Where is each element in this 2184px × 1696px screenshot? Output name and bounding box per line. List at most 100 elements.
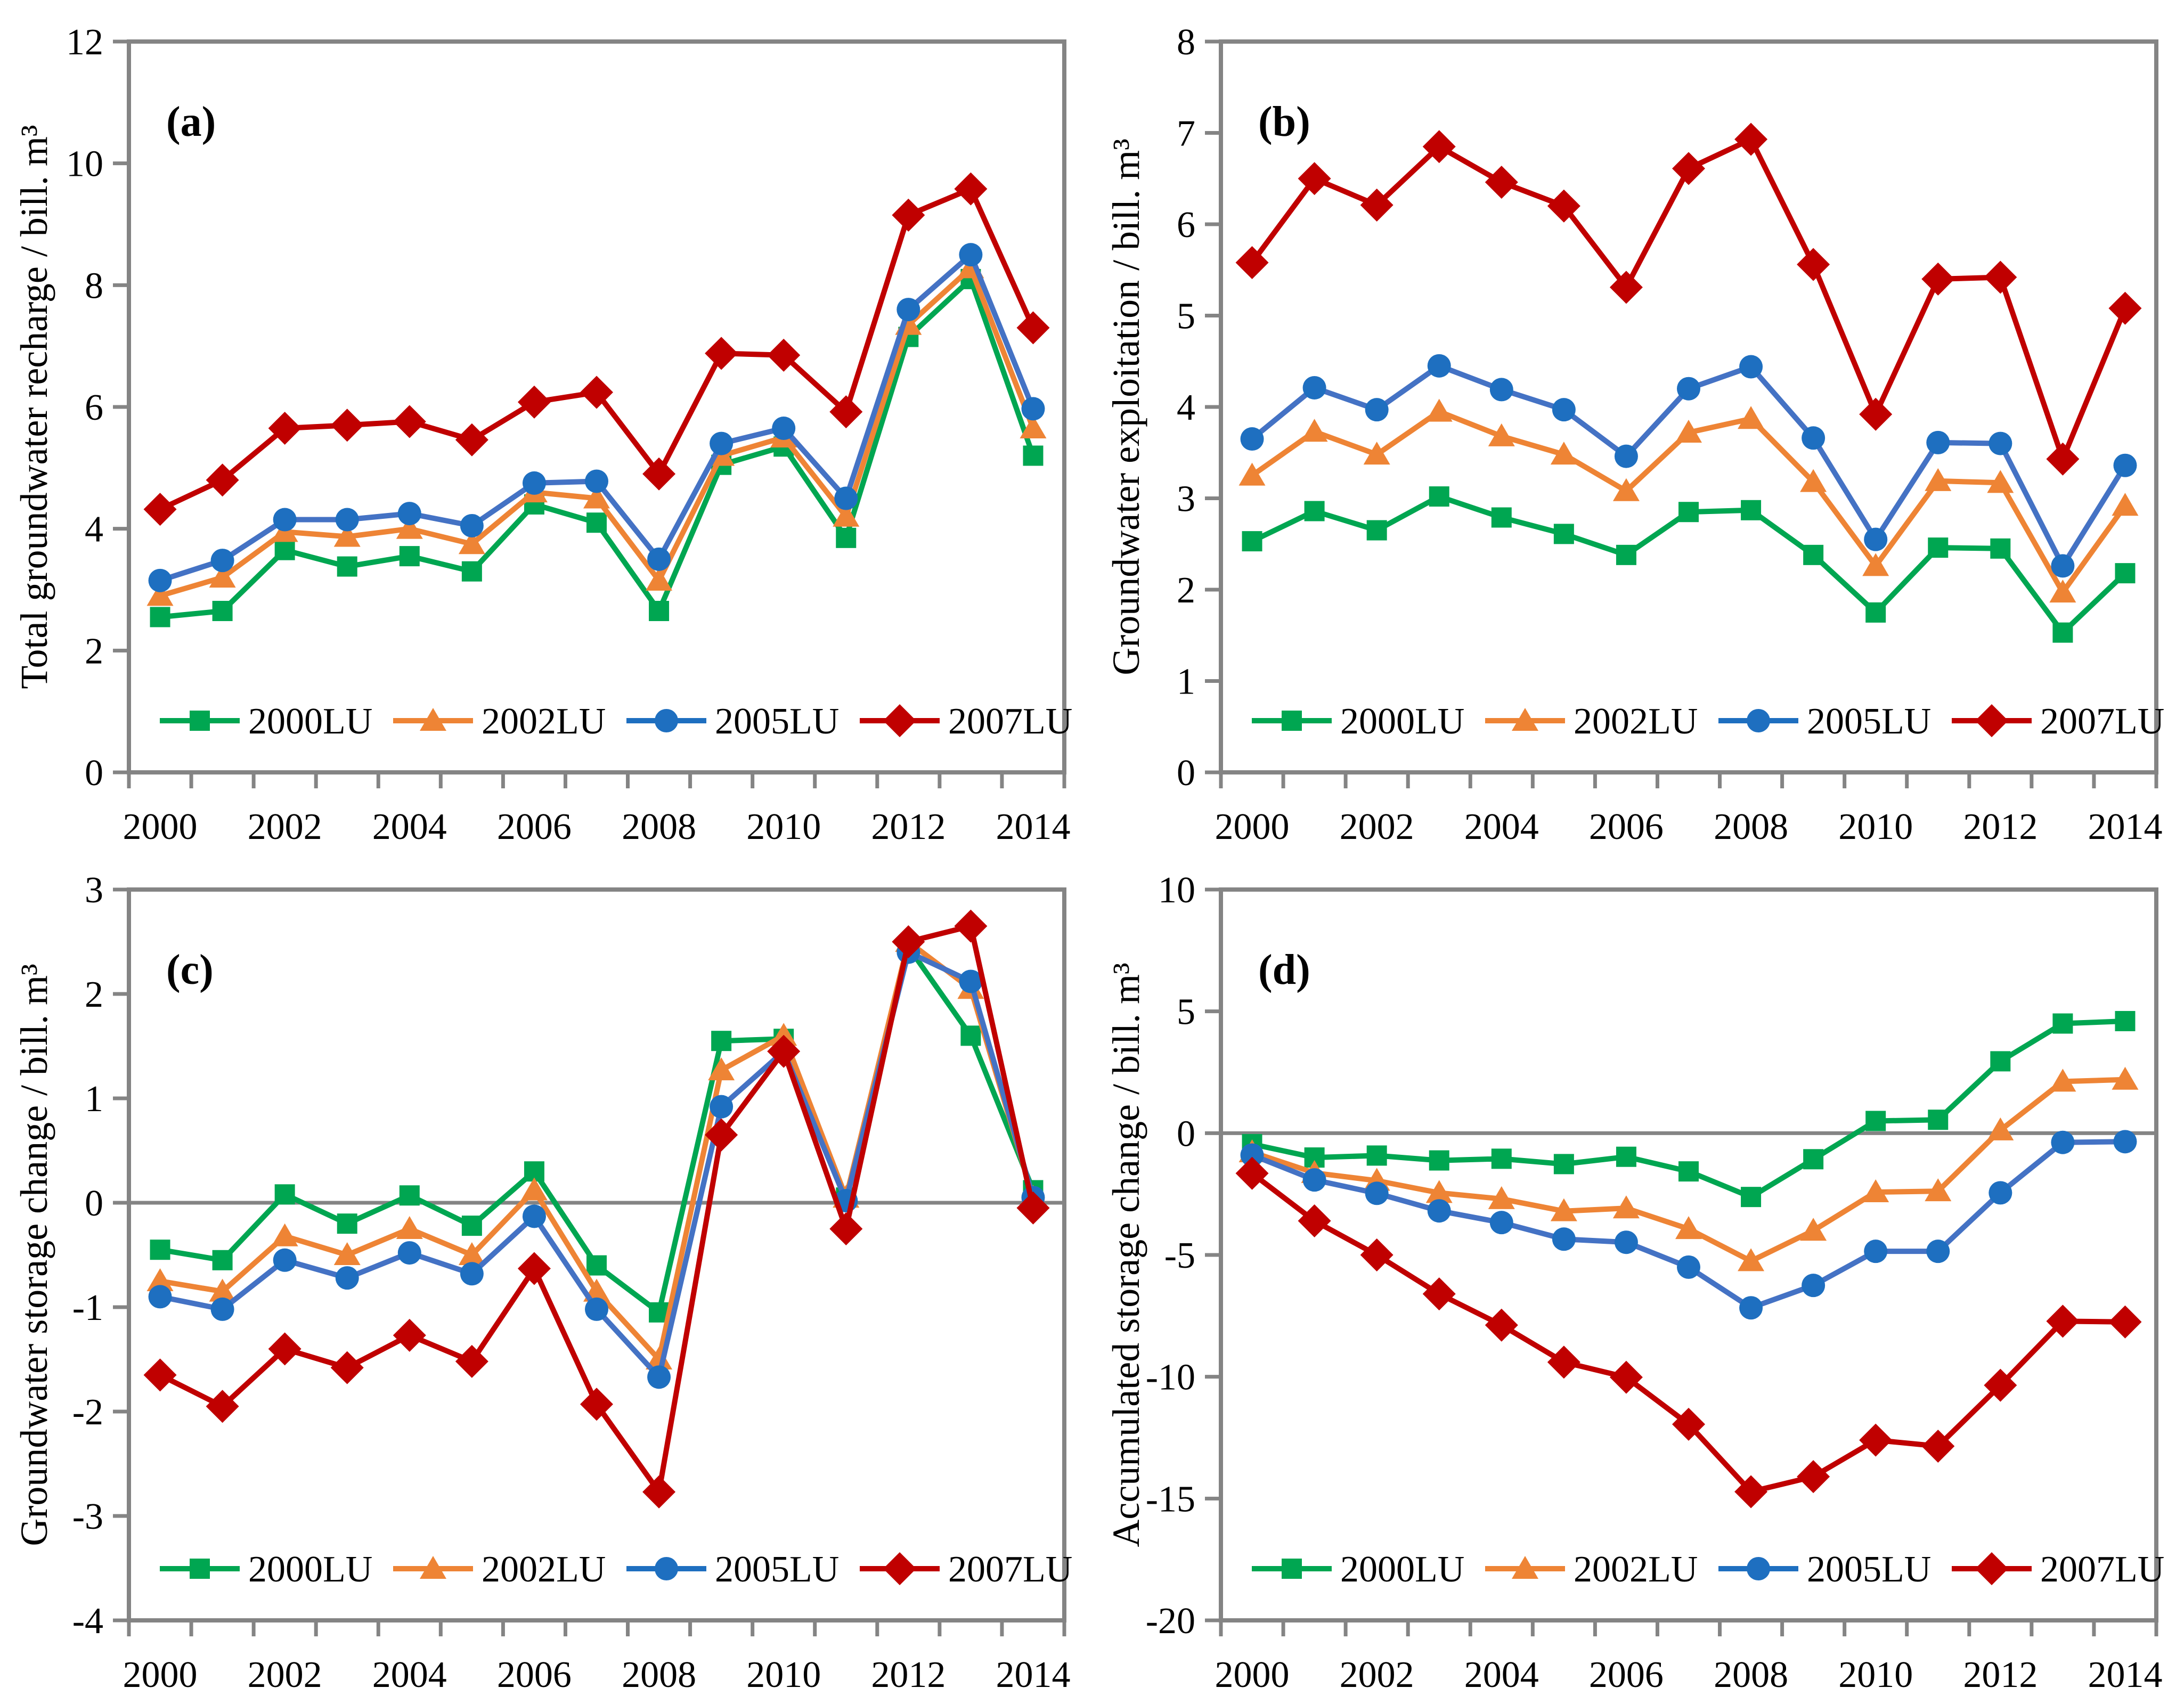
data-point-marker [146, 583, 174, 606]
y-tick-label: 8 [85, 265, 103, 306]
legend-marker [420, 1556, 446, 1579]
data-point-marker [954, 172, 988, 206]
data-point-marker [1990, 538, 2011, 559]
data-point-marker [1677, 1255, 1700, 1279]
data-point-marker [330, 1351, 364, 1384]
legend-marker [1975, 704, 2008, 737]
data-point-marker [1802, 1274, 1826, 1298]
data-point-marker [1802, 426, 1826, 450]
chart-panel-a: 0 2 4 6 8 10 12 2000 2002 2004 2006 2008 2010 2012 201… [13, 22, 1072, 847]
data-point-marker [1553, 524, 1574, 544]
y-tick-label: -20 [1146, 1601, 1195, 1642]
x-tick-label: 2014 [996, 806, 1070, 847]
x-tick-label: 2002 [248, 806, 322, 847]
series-2005LU [1240, 354, 2137, 578]
x-tick-label: 2000 [1215, 806, 1290, 847]
legend-marker [190, 1559, 210, 1579]
data-point-marker [1238, 462, 1266, 486]
data-point-marker [1921, 1430, 1955, 1463]
legend-item: 2007LU [1952, 1549, 2164, 1590]
data-point-marker [1864, 527, 1888, 551]
legend-label: 2007LU [2040, 701, 2164, 742]
x-tick-label: 2002 [248, 1654, 322, 1695]
data-point-marker [143, 493, 177, 526]
data-point-marker [455, 423, 488, 456]
x-tick-label: 2012 [871, 1654, 946, 1695]
y-tick-label: 6 [1177, 205, 1195, 246]
legend-marker [1747, 1557, 1770, 1580]
y-axis-title: Groundwater exploitation / bill. m³ [1105, 138, 1147, 675]
data-point-marker [210, 1297, 234, 1321]
panel-c: -4 -3 -2 -1 0 1 2 3 2000 2002 2004 2006 2008 2010 2012… [0, 848, 1092, 1696]
legend-item: 2000LU [160, 1549, 372, 1590]
legend-label: 2000LU [1340, 701, 1464, 742]
data-point-marker [1488, 423, 1515, 446]
data-point-marker [2052, 622, 2073, 643]
data-point-marker [396, 1216, 423, 1239]
legend-label: 2005LU [715, 1549, 839, 1590]
data-point-marker [2115, 563, 2136, 584]
data-point-marker [646, 1347, 673, 1369]
data-point-marker [399, 546, 420, 567]
panel-a: 0 2 4 6 8 10 12 2000 2002 2004 2006 2008 2010 2012 201… [0, 0, 1092, 848]
data-point-marker [705, 337, 738, 370]
panel-label: (a) [166, 99, 216, 145]
data-point-marker [1614, 1230, 1638, 1254]
data-point-marker [1678, 1161, 1699, 1182]
data-point-marker [399, 1185, 420, 1206]
data-point-marker [892, 198, 925, 232]
data-point-marker [2052, 1013, 2073, 1034]
data-point-marker [1734, 1475, 1768, 1509]
data-point-marker [1427, 354, 1451, 378]
y-tick-label: 10 [66, 144, 103, 185]
data-point-marker [1987, 1117, 2014, 1140]
data-point-marker [1984, 1368, 2017, 1402]
data-point-marker [1021, 397, 1045, 421]
y-tick-label: 4 [85, 509, 103, 550]
data-point-marker [1429, 1150, 1449, 1171]
data-point-marker [1675, 1216, 1702, 1240]
legend-item: 2002LU [1485, 1549, 1698, 1590]
data-point-marker [1678, 502, 1699, 523]
legend-marker [1512, 708, 1538, 731]
legend-item: 2005LU [1718, 701, 1931, 742]
data-point-marker [1987, 470, 2014, 493]
legend-label: 2007LU [948, 701, 1072, 742]
data-point-marker [1366, 520, 1387, 541]
data-point-marker [333, 1242, 361, 1265]
data-point-marker [1235, 1156, 1269, 1190]
data-point-marker [585, 1297, 608, 1321]
data-point-marker [273, 508, 297, 532]
data-point-marker [711, 1031, 732, 1051]
data-point-marker [892, 925, 925, 958]
data-point-marker [1928, 537, 1949, 558]
data-point-marker [1547, 189, 1580, 223]
legend-marker [1512, 1556, 1538, 1579]
series-2007LU [143, 909, 1050, 1509]
data-point-marker [210, 549, 234, 573]
data-point-marker [1360, 1238, 1393, 1271]
y-tick-label: -5 [1164, 1235, 1195, 1276]
y-tick-label: 5 [1177, 296, 1195, 337]
data-point-marker [1298, 162, 1331, 195]
plot-frame [1219, 39, 2158, 774]
data-point-marker [335, 1266, 359, 1290]
series-2005LU [1240, 1130, 2137, 1320]
plot-frame [1219, 887, 2158, 1622]
x-tick-label: 2012 [1963, 1654, 2038, 1695]
series-2000LU [150, 268, 1044, 627]
data-point-marker [710, 431, 734, 455]
x-tick-label: 2014 [2088, 806, 2162, 847]
data-point-marker [206, 1390, 239, 1423]
y-axis-title: Total groundwater recharge / bill. m³ [13, 125, 55, 689]
data-point-marker [1363, 442, 1390, 465]
data-point-marker [212, 601, 233, 622]
data-point-marker [1734, 123, 1768, 156]
y-tick-label: 3 [1177, 479, 1195, 520]
legend: 2000LU 2002LU 2005LU 2007LU [160, 701, 1072, 742]
data-point-marker [1741, 1187, 1762, 1208]
x-tick-label: 2012 [871, 806, 946, 847]
data-point-marker [271, 1223, 298, 1246]
data-point-marker [1984, 260, 2017, 294]
